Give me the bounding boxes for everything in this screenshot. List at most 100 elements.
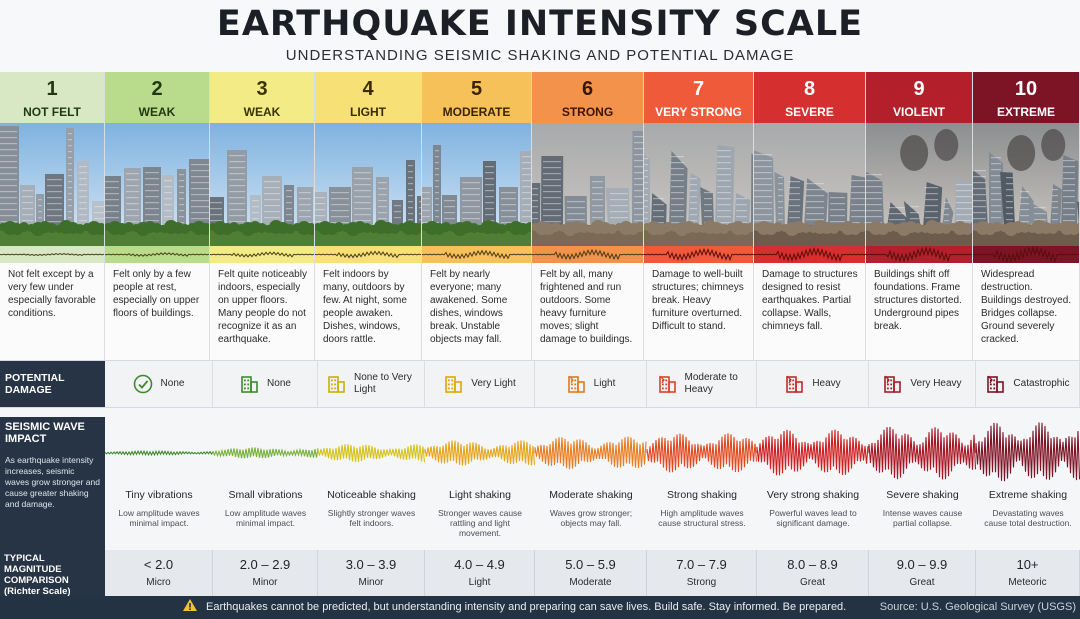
seismic-wave-segment [868, 426, 977, 480]
level-header: 10 EXTREME [973, 72, 1079, 123]
seismic-wave-subtext: Intense waves cause partial collapse. [882, 508, 963, 528]
potential-damage-text: None [160, 378, 185, 389]
seismic-wave-item: Very strong shaking Powerful waves lead t… [757, 489, 869, 550]
city-scene-image [866, 123, 972, 246]
seismic-wave-description: As earthquake intensity increases, seism… [0, 449, 105, 550]
magnitude-class: Minor [252, 577, 278, 588]
intensity-levels: 1 NOT FELT Not felt except by a very few u… [0, 72, 1080, 360]
level-wave-band [422, 246, 532, 263]
level-number: 1 [46, 78, 58, 100]
potential-damage-cell: Heavy [757, 361, 869, 407]
header: EARTHQUAKE INTENSITY SCALE UNDERSTANDING… [0, 0, 1080, 72]
mini-seismograph-graphic [0, 252, 105, 257]
level-number: 10 [1014, 78, 1038, 100]
level-name: VERY STRONG [655, 105, 742, 119]
building-icon [786, 375, 804, 393]
level-description: Felt quite noticeably indoors, especiall… [218, 269, 307, 345]
magnitude-cell: 2.0 – 2.9 Minor [213, 550, 318, 596]
level-number: 2 [151, 78, 163, 100]
seismic-wave-title: Moderate shaking [549, 489, 633, 501]
seismic-wave-item: Small vibrations Low amplitude waves mini… [213, 489, 318, 550]
level-header: 8 SEVERE [754, 72, 865, 123]
potential-damage-cell: Moderate to Heavy [647, 361, 757, 407]
city-scene-graphic [866, 123, 972, 246]
level-name: NOT FELT [23, 105, 81, 119]
intensity-level-7: 7 VERY STRONG Damage to well-built structu… [644, 72, 754, 360]
level-wave-band [315, 246, 422, 263]
city-scene-graphic [210, 123, 314, 246]
city-scene-image [532, 123, 643, 246]
level-name: STRONG [561, 105, 614, 119]
level-number: 3 [256, 78, 268, 100]
level-description: Buildings shift off foundations. Frame s… [874, 269, 962, 332]
warning-icon [182, 596, 198, 619]
city-scene-graphic [532, 123, 643, 246]
seismic-wave-title: Noticeable shaking [327, 489, 416, 501]
page-title: EARTHQUAKE INTENSITY SCALE [216, 4, 864, 44]
magnitude-range: 9.0 – 9.9 [896, 557, 948, 572]
level-number: 6 [581, 78, 594, 100]
seismic-wave-title: Severe shaking [886, 489, 959, 501]
footer-note: Earthquakes cannot be predicted, but und… [206, 601, 847, 613]
seismic-wave-item: Tiny vibrations Low amplitude waves minim… [105, 489, 213, 550]
level-header: 4 LIGHT [315, 72, 421, 123]
footer-source: Source: U.S. Geological Survey (USGS) [879, 601, 1076, 613]
potential-damage-cell: None [213, 361, 318, 407]
seismic-wave-subtext: Waves grow stronger; objects may fall. [549, 508, 633, 528]
city-scene-graphic [644, 123, 753, 246]
magnitude-range: 4.0 – 4.9 [454, 557, 505, 572]
magnitude-class: Strong [686, 577, 717, 588]
potential-damage-text: Very Light [471, 378, 516, 389]
seismic-wave-item: Strong shaking High amplitude waves cause… [647, 489, 757, 550]
magnitude-range: 5.0 – 5.9 [565, 557, 616, 572]
level-header: 9 VIOLENT [866, 72, 972, 123]
magnitude-range: < 2.0 [143, 557, 174, 572]
magnitude-cell: 3.0 – 3.9 Minor [318, 550, 425, 596]
seismic-wave-subtext: Slightly stronger waves felt indoors. [327, 508, 416, 528]
seismic-wave-row: SEISMIC WAVE IMPACT As earthquake intens… [0, 409, 1080, 550]
level-wave-band [210, 246, 315, 263]
potential-damage-cell: Light [535, 361, 647, 407]
potential-damage-cell: Very Light [425, 361, 535, 407]
potential-damage-cell: None to Very Light [318, 361, 425, 407]
building-icon [328, 376, 345, 393]
potential-damage-text: Moderate to Heavy [684, 372, 738, 395]
potential-damage-label: POTENTIAL DAMAGE [0, 361, 105, 407]
city-scene-image [754, 123, 865, 246]
city-scene-image [315, 123, 421, 246]
seismic-wave-subtext: Low amplitude waves minimal impact. [224, 508, 307, 528]
building-icon [241, 376, 258, 393]
seismic-wave-item: Extreme shaking Devastating waves cause t… [976, 489, 1080, 550]
mini-seismograph-graphic [422, 249, 532, 260]
level-description: Damage to well-built structures; chimney… [652, 269, 744, 332]
intensity-level-4: 4 LIGHT Felt indoors by many, outdoors by … [315, 72, 422, 360]
seismic-wave-item: Noticeable shaking Slightly stronger wave… [318, 489, 425, 550]
level-wave-band [0, 246, 105, 263]
seismic-wave-segment [105, 449, 214, 457]
level-description: Damage to structures designed to resist … [762, 269, 858, 332]
level-header: 6 STRONG [532, 72, 643, 123]
intensity-level-6: 6 STRONG Felt by all, many frightened and … [532, 72, 644, 360]
level-wave-band [105, 246, 210, 263]
seismic-wave-title: Strong shaking [666, 489, 738, 501]
seismic-wave-labels: Tiny vibrations Low amplitude waves minim… [105, 489, 1080, 550]
building-icon [567, 375, 585, 393]
mini-seismograph-graphic [973, 246, 1080, 263]
seismic-wave-subtext: Powerful waves lead to significant damag… [769, 508, 857, 528]
seismic-wave-title: Extreme shaking [988, 489, 1068, 501]
magnitude-class: Micro [146, 577, 171, 588]
level-number: 5 [470, 78, 483, 100]
level-name: WEAK [243, 105, 281, 119]
seismic-wave-item: Severe shaking Intense waves cause partia… [869, 489, 976, 550]
intensity-level-9: 9 VIOLENT Buildings shift off foundations.… [866, 72, 973, 360]
mini-seismograph-graphic [532, 248, 644, 261]
seismic-wave-segment [212, 447, 319, 459]
city-scene-graphic [0, 123, 104, 246]
city-scene-image [105, 123, 209, 246]
level-number: 8 [803, 78, 816, 100]
mini-seismograph-graphic [105, 252, 210, 257]
city-scene-graphic [315, 123, 421, 246]
potential-damage-cell: None [105, 361, 213, 407]
mini-seismograph-graphic [315, 250, 422, 259]
magnitude-class: Great [909, 577, 935, 588]
